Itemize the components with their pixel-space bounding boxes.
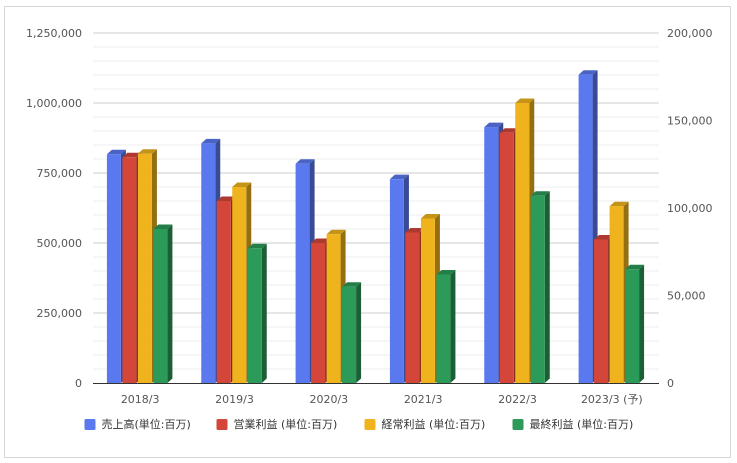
- bar-front: [106, 154, 121, 383]
- category-label: 2022/3: [498, 393, 537, 406]
- bar-top: [106, 149, 126, 155]
- bar-front: [609, 206, 624, 383]
- bar: [342, 282, 362, 383]
- bar-top: [436, 270, 456, 275]
- bar-top: [311, 238, 331, 243]
- bar-side: [261, 243, 267, 383]
- bar-top: [609, 201, 629, 207]
- left-axis-tick-label: 750,000: [37, 167, 83, 180]
- legend-label: 営業利益 (単位:百万): [234, 417, 338, 431]
- right-axis-tick-label: 200,000: [667, 27, 713, 40]
- bar-top: [405, 228, 425, 233]
- gridlines: [93, 32, 659, 370]
- bar: [530, 191, 550, 383]
- bar-front: [137, 153, 152, 383]
- bar-top: [342, 282, 362, 287]
- left-axis-tick-label: 0: [75, 377, 82, 390]
- bar-front: [578, 74, 593, 383]
- category-label: 2019/3: [215, 393, 254, 406]
- bar-front: [247, 248, 262, 383]
- bar-top: [484, 122, 504, 128]
- bar-top: [578, 70, 598, 75]
- bar-top: [515, 98, 535, 103]
- category-label: 2020/3: [309, 393, 348, 406]
- right-axis: 0 50,000 100,000 150,000 200,000: [667, 27, 713, 390]
- legend: 売上高(単位:百万) 営業利益 (単位:百万) 経常利益 (単位:百万) 最終利益 (…: [84, 417, 634, 431]
- bar-front: [342, 286, 357, 383]
- legend-swatch: [216, 419, 228, 430]
- bar-front: [420, 218, 435, 383]
- bar-top: [122, 152, 142, 158]
- bar: [247, 243, 267, 383]
- bar-front: [201, 143, 216, 383]
- bar-front: [625, 269, 640, 383]
- bar-side: [167, 224, 173, 383]
- bar-front: [389, 179, 404, 383]
- category-label: 2023/3 (予): [581, 393, 643, 406]
- category-label: 2021/3: [404, 393, 443, 406]
- bar-top: [247, 243, 267, 249]
- bar-top: [137, 149, 157, 154]
- bar-top: [499, 128, 519, 133]
- bar-front: [436, 274, 451, 383]
- legend-item: 売上高(単位:百万): [84, 417, 191, 431]
- legend-item: 営業利益 (単位:百万): [216, 417, 338, 431]
- bar-front: [216, 201, 231, 383]
- right-axis-tick-label: 100,000: [667, 202, 713, 215]
- bar-top: [295, 159, 315, 164]
- legend-swatch: [84, 419, 96, 430]
- bar-front: [232, 187, 247, 383]
- bar-top: [420, 214, 440, 219]
- bar-front: [295, 163, 310, 383]
- bar-top: [201, 138, 221, 144]
- bar: [436, 270, 456, 383]
- bar: [153, 224, 173, 383]
- left-axis-tick-label: 1,000,000: [26, 97, 82, 110]
- left-axis-tick-label: 500,000: [37, 237, 83, 250]
- bar-top: [625, 264, 645, 270]
- bar-front: [530, 195, 545, 383]
- bar-front: [153, 229, 168, 383]
- right-axis-tick-label: 50,000: [667, 290, 706, 303]
- bar-top: [326, 229, 346, 235]
- bar-side: [450, 270, 456, 383]
- bar-top: [216, 196, 236, 201]
- right-axis-tick-label: 150,000: [667, 115, 713, 128]
- bar-front: [122, 157, 137, 383]
- legend-swatch: [512, 419, 524, 430]
- right-axis-tick-label: 0: [667, 377, 674, 390]
- bar-front: [326, 234, 341, 383]
- bar-side: [639, 264, 645, 383]
- legend-swatch: [364, 419, 376, 430]
- left-axis: 0 250,000 500,000 750,000 1,000,000 1,250,000: [26, 27, 82, 390]
- bar-top: [232, 182, 252, 187]
- bar-front: [515, 103, 530, 383]
- bar: [625, 264, 645, 383]
- category-label: 2018/3: [121, 393, 160, 406]
- bars: [106, 70, 645, 383]
- bar-front: [405, 232, 420, 383]
- bar-front: [499, 132, 514, 383]
- bar-front: [594, 239, 609, 383]
- legend-item: 最終利益 (単位:百万): [512, 417, 634, 431]
- legend-label: 売上高(単位:百万): [102, 417, 191, 431]
- bar-top: [530, 191, 550, 196]
- bar-top: [153, 224, 173, 229]
- bar-front: [311, 243, 326, 383]
- bar-side: [356, 282, 362, 383]
- bar-front: [484, 127, 499, 383]
- bar-top: [389, 174, 409, 180]
- legend-label: 最終利益 (単位:百万): [530, 417, 634, 431]
- left-axis-tick-label: 250,000: [37, 307, 83, 320]
- bar-side: [544, 191, 550, 383]
- x-axis: 2018/3 2019/3 2020/3 2021/3 2022/3 2023/3 (予): [121, 393, 643, 406]
- legend-label: 経常利益 (単位:百万): [382, 417, 486, 431]
- left-axis-tick-label: 1,250,000: [26, 27, 82, 40]
- bar-top: [594, 235, 614, 240]
- legend-item: 経常利益 (単位:百万): [364, 417, 486, 431]
